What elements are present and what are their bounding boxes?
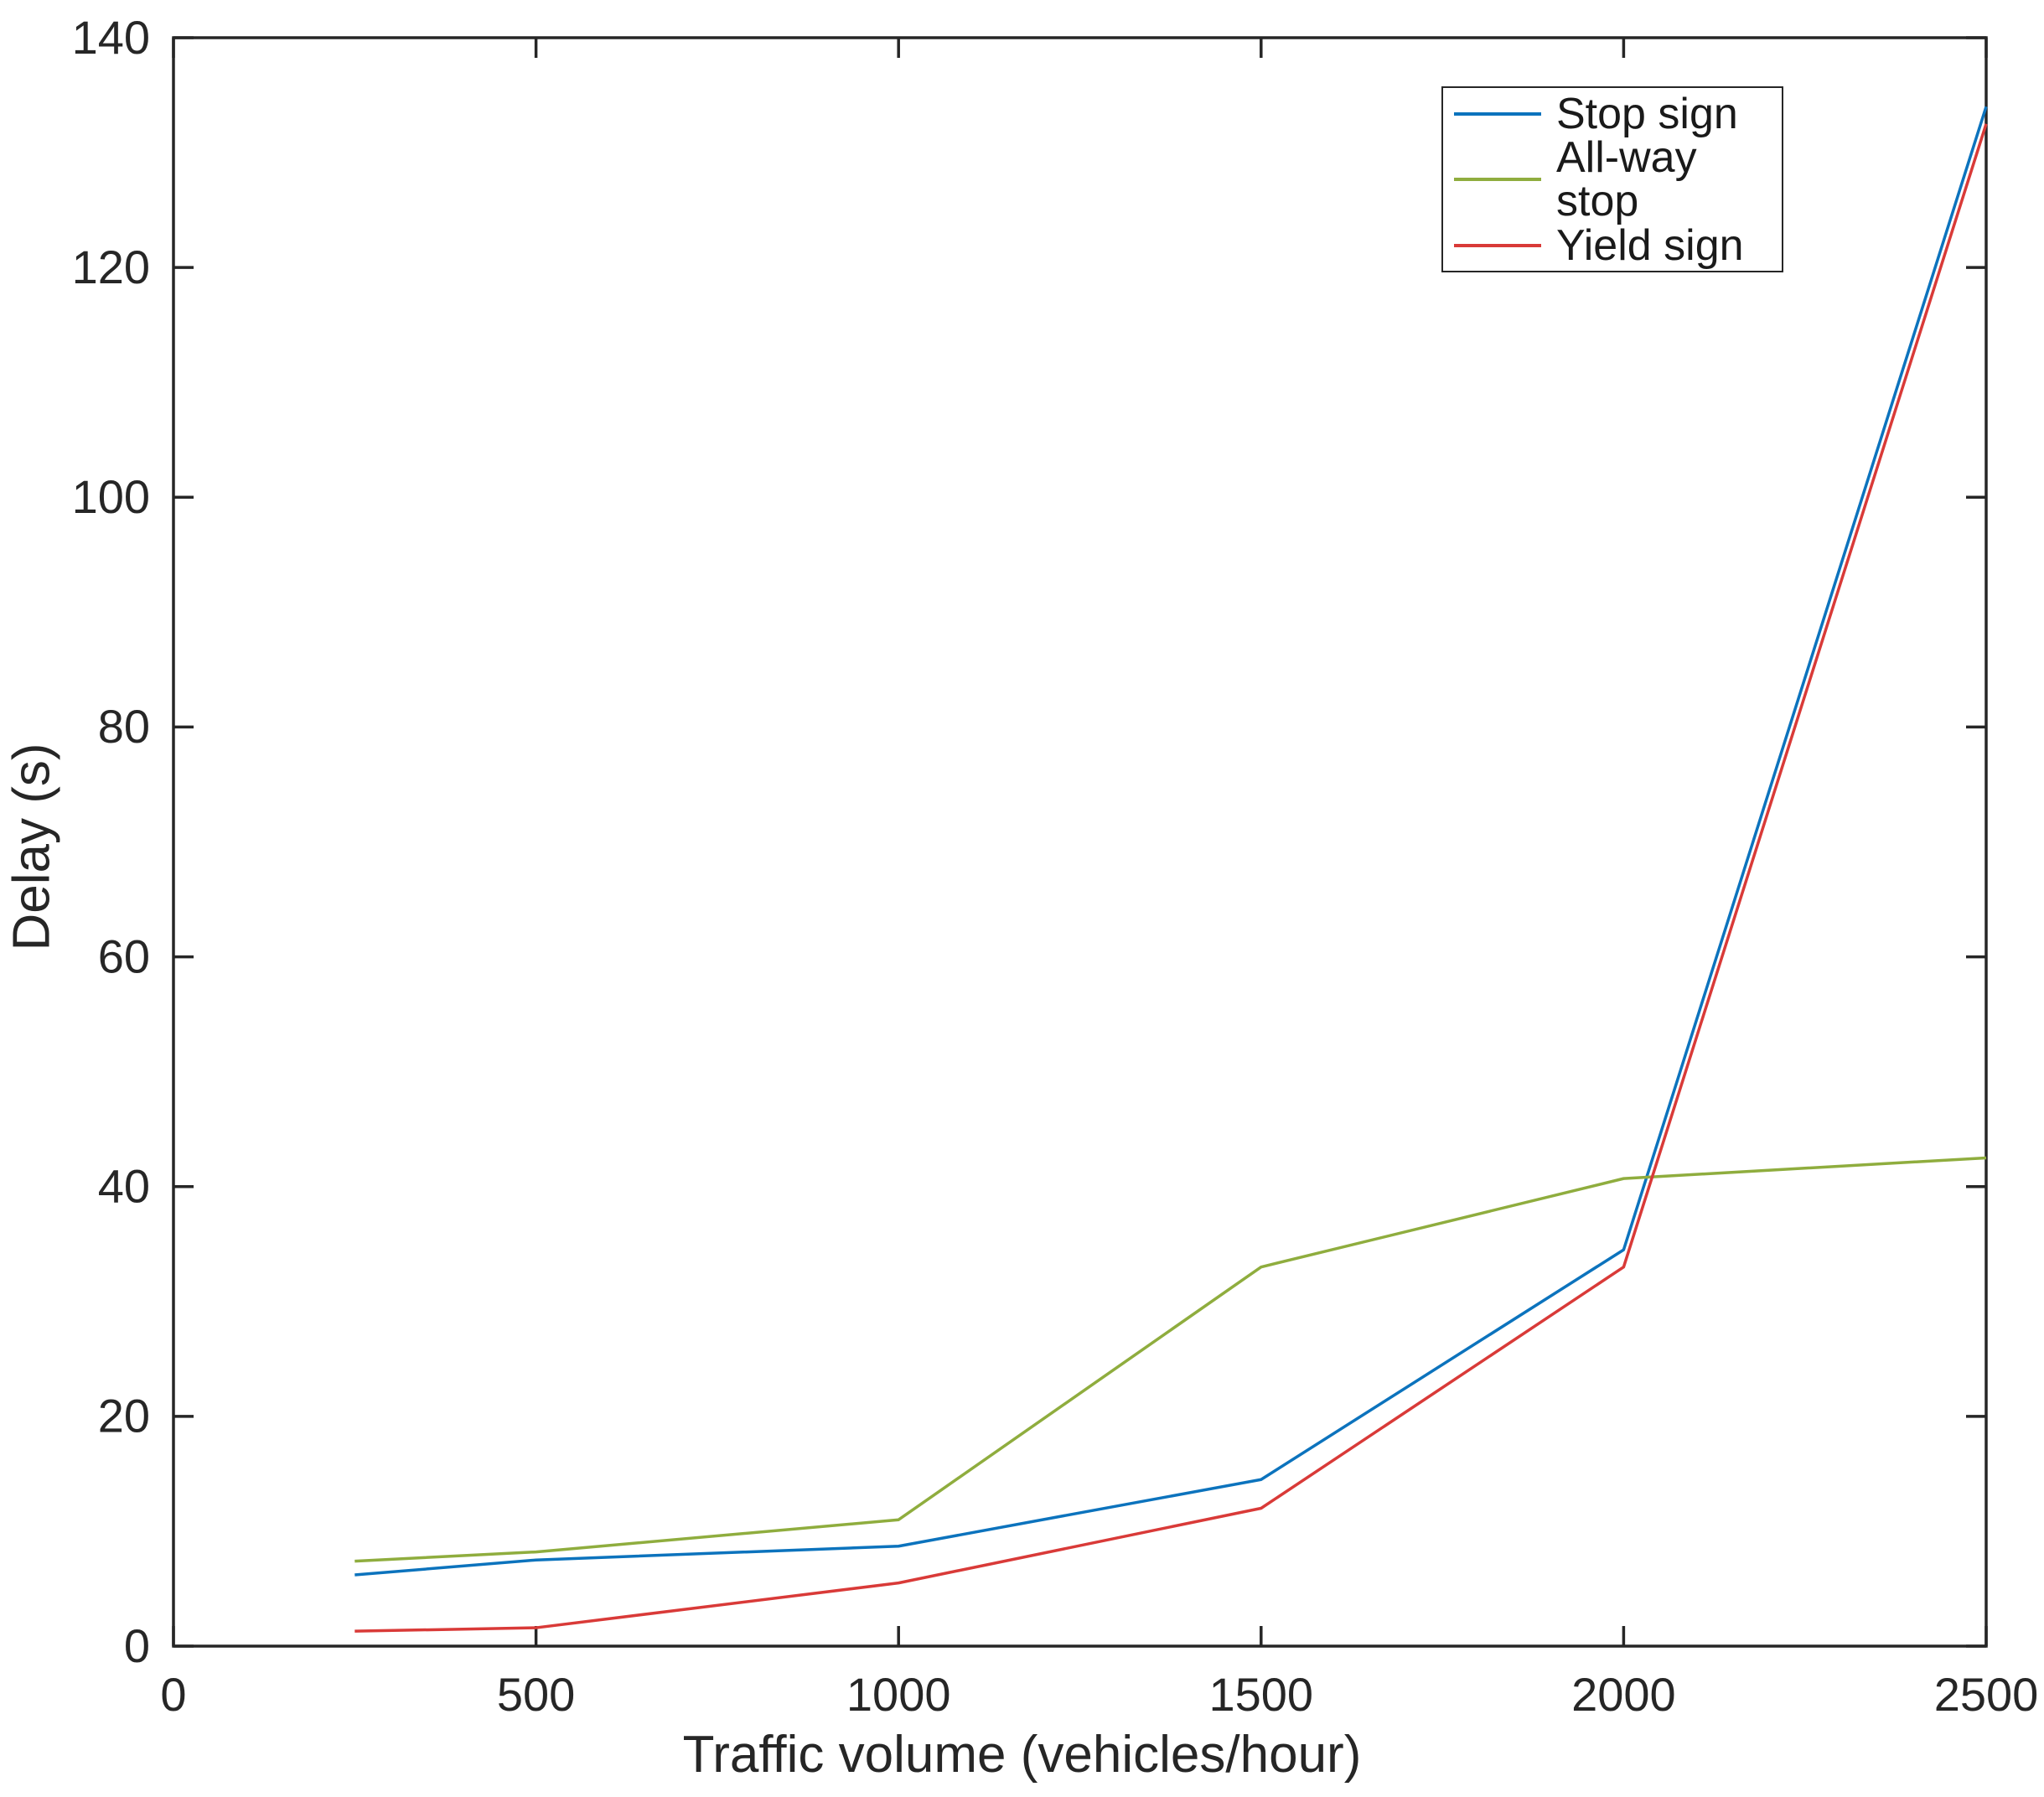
y-tick-label: 40	[98, 1160, 150, 1213]
legend-item: Yield sign	[1443, 224, 1782, 267]
legend-label: All-way stop	[1556, 133, 1697, 225]
legend-line-sample	[1454, 178, 1541, 181]
legend-item: Stop sign	[1443, 92, 1782, 136]
y-tick-label: 100	[72, 470, 150, 523]
y-tick-label: 120	[72, 241, 150, 293]
x-tick-label: 2500	[1934, 1668, 2039, 1721]
series-line-all-way-stop	[354, 1156, 1987, 1563]
legend-label: Yield sign	[1556, 220, 1744, 270]
y-tick-label: 80	[98, 700, 150, 753]
x-tick-label: 0	[160, 1668, 186, 1721]
series-line-yield-sign	[354, 123, 1988, 1633]
legend-line-sample	[1454, 111, 1541, 116]
legend: Stop sign All-way stop Yield sign	[1441, 86, 1783, 272]
y-tick-label: 140	[72, 11, 150, 64]
plot-box	[172, 36, 1988, 1648]
y-tick-label: 60	[98, 930, 150, 982]
x-axis-label: Traffic volume (vehicles/hour)	[682, 1726, 1362, 1784]
legend-line-sample	[1454, 243, 1541, 247]
x-tick-label: 500	[497, 1668, 575, 1721]
y-axis-label: Delay (s)	[3, 743, 61, 951]
y-tick-label: 0	[124, 1619, 150, 1672]
x-tick-label: 1500	[1209, 1668, 1314, 1721]
y-tick-label: 20	[98, 1390, 150, 1442]
series-line-stop-sign	[354, 106, 1988, 1577]
legend-label: Stop sign	[1556, 89, 1738, 138]
x-tick-label: 1000	[846, 1668, 951, 1721]
legend-item: All-way stop	[1443, 136, 1782, 223]
x-tick-label: 2000	[1571, 1668, 1676, 1721]
